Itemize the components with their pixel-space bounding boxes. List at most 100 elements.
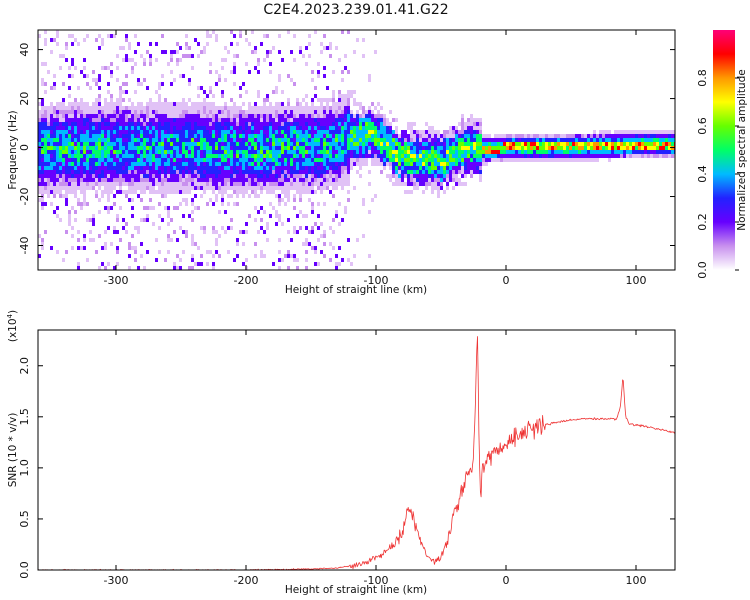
- heatmap-cell: [119, 190, 122, 194]
- heatmap-cell: [188, 106, 191, 110]
- heatmap-cell: [332, 102, 335, 106]
- heatmap-cell: [455, 138, 458, 142]
- heatmap-cell: [164, 186, 167, 190]
- heatmap-cell: [41, 118, 44, 122]
- heatmap-cell: [407, 178, 410, 182]
- heatmap-cell: [137, 122, 140, 126]
- heatmap-cell: [338, 142, 341, 146]
- heatmap-cell: [422, 130, 425, 134]
- heatmap-cell: [344, 182, 347, 186]
- heatmap-cell: [308, 182, 311, 186]
- heatmap-cell: [455, 154, 458, 158]
- heatmap-cell: [437, 194, 440, 198]
- heatmap-cell: [410, 142, 413, 146]
- heatmap-cell: [254, 66, 257, 70]
- heatmap-cell: [272, 182, 275, 186]
- heatmap-cell: [287, 230, 290, 234]
- heatmap-cell: [275, 102, 278, 106]
- heatmap-cell: [284, 126, 287, 130]
- heatmap-cell: [236, 182, 239, 186]
- heatmap-cell: [125, 174, 128, 178]
- heatmap-cell: [188, 190, 191, 194]
- heatmap-cell: [167, 250, 170, 254]
- heatmap-cell: [554, 154, 557, 158]
- heatmap-cell: [47, 190, 50, 194]
- heatmap-cell: [308, 118, 311, 122]
- heatmap-cell: [128, 162, 131, 166]
- heatmap-cell: [245, 134, 248, 138]
- heatmap-cell: [89, 190, 92, 194]
- heatmap-cell: [143, 178, 146, 182]
- heatmap-cell: [116, 158, 119, 162]
- heatmap-cell: [308, 102, 311, 106]
- heatmap-cell: [38, 134, 41, 138]
- heatmap-cell: [149, 154, 152, 158]
- heatmap-cell: [281, 158, 284, 162]
- heatmap-cell: [629, 150, 632, 154]
- heatmap-cell: [293, 146, 296, 150]
- heatmap-cell: [611, 134, 614, 138]
- heatmap-cell: [227, 122, 230, 126]
- heatmap-cell: [287, 150, 290, 154]
- heatmap-cell: [590, 134, 593, 138]
- heatmap-cell: [257, 70, 260, 74]
- heatmap-cell: [128, 198, 131, 202]
- heatmap-cell: [245, 190, 248, 194]
- heatmap-cell: [509, 146, 512, 150]
- heatmap-cell: [131, 110, 134, 114]
- heatmap-cell: [338, 182, 341, 186]
- heatmap-cell: [452, 178, 455, 182]
- heatmap-cell: [113, 110, 116, 114]
- heatmap-cell: [494, 150, 497, 154]
- heatmap-cell: [185, 114, 188, 118]
- heatmap-cell: [566, 150, 569, 154]
- heatmap-cell: [179, 170, 182, 174]
- heatmap-cell: [110, 130, 113, 134]
- heatmap-cell: [197, 170, 200, 174]
- heatmap-cell: [143, 182, 146, 186]
- heatmap-cell: [464, 158, 467, 162]
- heatmap-cell: [68, 102, 71, 106]
- heatmap-cell: [98, 78, 101, 82]
- heatmap-cell: [344, 122, 347, 126]
- heatmap-cell: [470, 138, 473, 142]
- heatmap-cell: [47, 102, 50, 106]
- heatmap-cell: [341, 126, 344, 130]
- heatmap-cell: [236, 170, 239, 174]
- heatmap-cell: [74, 110, 77, 114]
- heatmap-cell: [287, 182, 290, 186]
- heatmap-cell: [446, 130, 449, 134]
- heatmap-cell: [236, 42, 239, 46]
- heatmap-cell: [137, 146, 140, 150]
- heatmap-cell: [281, 186, 284, 190]
- heatmap-cell: [44, 150, 47, 154]
- heatmap-cell: [38, 126, 41, 130]
- heatmap-cell: [341, 150, 344, 154]
- heatmap-cell: [314, 186, 317, 190]
- heatmap-cell: [419, 134, 422, 138]
- heatmap-cell: [434, 174, 437, 178]
- heatmap-cell: [182, 146, 185, 150]
- heatmap-cell: [257, 118, 260, 122]
- heatmap-cell: [131, 186, 134, 190]
- heatmap-cell: [338, 202, 341, 206]
- heatmap-cell: [365, 154, 368, 158]
- heatmap-cell: [239, 34, 242, 38]
- heatmap-cell: [314, 118, 317, 122]
- heatmap-cell: [338, 154, 341, 158]
- heatmap-cell: [233, 202, 236, 206]
- heatmap-cell: [152, 222, 155, 226]
- heatmap-cell: [200, 50, 203, 54]
- heatmap-cell: [38, 178, 41, 182]
- heatmap-cell: [299, 126, 302, 130]
- heatmap-cell: [194, 158, 197, 162]
- heatmap-cell: [80, 114, 83, 118]
- heatmap-cell: [107, 162, 110, 166]
- heatmap-cell: [221, 170, 224, 174]
- heatmap-cell: [194, 106, 197, 110]
- heatmap-cell: [170, 50, 173, 54]
- heatmap-cell: [329, 130, 332, 134]
- heatmap-cell: [338, 178, 341, 182]
- heatmap-cell: [425, 142, 428, 146]
- heatmap-cell: [110, 142, 113, 146]
